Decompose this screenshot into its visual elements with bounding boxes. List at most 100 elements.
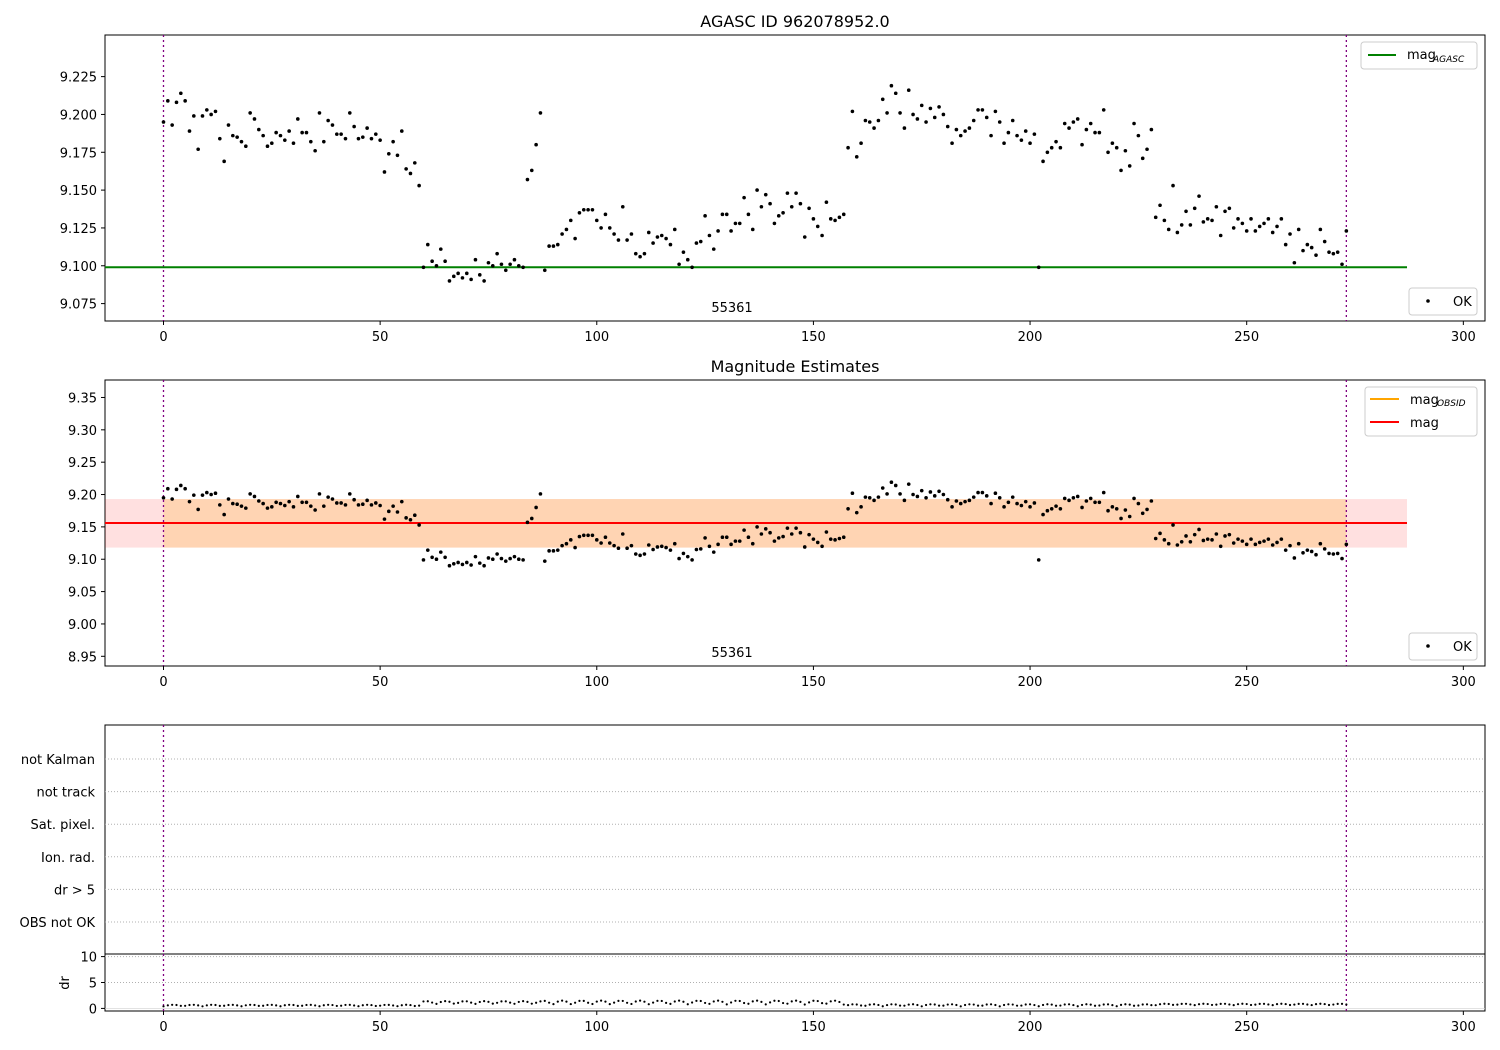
dr-point [976, 1004, 980, 1007]
dr-point [734, 999, 737, 1002]
agasc-ok-point [1305, 242, 1310, 247]
agasc-ok-point [759, 204, 764, 209]
agasc-ok-point [850, 109, 855, 114]
magnitude-ok-point [967, 498, 972, 503]
dr-point [370, 1003, 373, 1007]
agasc-ok-point [1236, 217, 1240, 221]
magnitude-ok-point [724, 535, 729, 540]
agasc-ok-point [326, 118, 330, 123]
magnitude-ok-point [270, 505, 274, 509]
magnitude-ok-point [469, 563, 473, 567]
magnitude-ok-point [1240, 539, 1245, 543]
dr-point [296, 1004, 299, 1007]
magnitude-ok-point [1023, 499, 1028, 504]
agasc-ok-point [1071, 120, 1076, 124]
dr-point [1020, 1004, 1023, 1007]
dr-point [288, 1003, 291, 1006]
magnitude-ok-point [703, 536, 707, 540]
magnitude-ok-point [391, 504, 395, 508]
dr-point [379, 1004, 382, 1007]
magnitude-ok-point [1288, 543, 1292, 548]
agasc-ok-point [166, 99, 170, 103]
agasc-ok-point [616, 238, 621, 242]
magnitude-ok-point [200, 493, 205, 497]
agasc-ok-point [1123, 148, 1128, 153]
magnitude-ok-point [365, 498, 369, 503]
dr-point [444, 1000, 447, 1003]
magnitude-ok-point [954, 499, 959, 503]
magnitude-ok-point [490, 557, 495, 562]
dr-point [777, 999, 780, 1003]
magnitude-ytick-label: 8.95 [68, 650, 97, 665]
magnitude-ok-point [1210, 538, 1214, 542]
agasc-ok-point [1240, 221, 1245, 226]
agasc-ok-point [495, 251, 499, 256]
agasc-ok-point [421, 265, 426, 270]
agasc-ok-point [287, 129, 291, 133]
agasc-ok-point [451, 274, 456, 279]
agasc-ok-point [529, 168, 534, 173]
dr-point [920, 1005, 923, 1008]
agasc-ok-point [807, 206, 811, 211]
dr-point [608, 1003, 611, 1006]
dr-point [1284, 1002, 1287, 1006]
agasc-ok-point [1214, 204, 1219, 209]
magnitude-ok-point [1197, 527, 1201, 532]
dr-point [851, 1003, 854, 1006]
magnitude-ok-point [1049, 506, 1054, 511]
magnitude-ok-point [304, 500, 309, 505]
agasc-ok-point [915, 117, 920, 121]
agasc-ok-point [1088, 121, 1093, 126]
dr-point [1171, 1003, 1175, 1006]
magnitude-ok-point [1283, 548, 1288, 552]
agasc-ok-point [863, 118, 868, 123]
magnitude-ok-point [590, 533, 595, 538]
magnitude-ok-point [395, 510, 400, 514]
magnitude-ok-point [937, 489, 941, 494]
flag-label: not Kalman [21, 753, 95, 768]
magnitude-ok-point [1084, 499, 1089, 503]
agasc-ok-point [356, 136, 361, 141]
dr-point [1232, 1004, 1235, 1007]
dr-point [1089, 1003, 1092, 1006]
magnitude-ok-point [283, 503, 287, 508]
magnitude-xtick-label: 150 [801, 675, 826, 690]
agasc-ok-point [664, 236, 668, 241]
agasc-ok-point [889, 83, 894, 88]
magnitude-ok-point [196, 507, 200, 512]
agasc-panel-title: AGASC ID 962078952.0 [700, 12, 889, 31]
agasc-ok-point [984, 115, 989, 120]
agasc-ok-point [248, 111, 252, 115]
dr-point [400, 1004, 403, 1007]
magnitude-ok-point [1262, 539, 1266, 543]
magnitude-ok-point [473, 554, 478, 559]
magnitude-ok-point [555, 548, 560, 552]
magnitude-ok-point [750, 541, 755, 546]
dr-point [1119, 1003, 1123, 1007]
dr-point [279, 1005, 282, 1008]
magnitude-ok-point [213, 491, 218, 496]
agasc-ok-point [1231, 226, 1236, 230]
dr-point [1275, 1003, 1279, 1006]
dr-point [1223, 1002, 1227, 1005]
agasc-ok-point [828, 217, 833, 221]
agasc-ok-point [477, 273, 482, 277]
magnitude-ok-point [919, 488, 924, 493]
dr-point [383, 1003, 386, 1007]
dr-point [799, 1000, 802, 1003]
agasc-legend-lines: mag AGASC [1360, 41, 1478, 70]
magnitude-ok-point [1136, 501, 1141, 506]
dr-point [751, 1000, 754, 1003]
magnitude-ytick-label: 9.20 [68, 489, 97, 504]
agasc-ok-point [824, 200, 829, 205]
dr-point [461, 1000, 464, 1003]
magnitude-ok-point [170, 497, 174, 501]
agasc-ok-point [737, 221, 742, 226]
dr-point [1033, 1003, 1036, 1007]
dr-point [1128, 1003, 1131, 1006]
agasc-ok-point [1028, 141, 1032, 145]
dr-point [1046, 1003, 1049, 1006]
dr-point [483, 1000, 486, 1003]
agasc-ok-point [1331, 251, 1336, 256]
magnitude-ok-point [1249, 537, 1253, 541]
